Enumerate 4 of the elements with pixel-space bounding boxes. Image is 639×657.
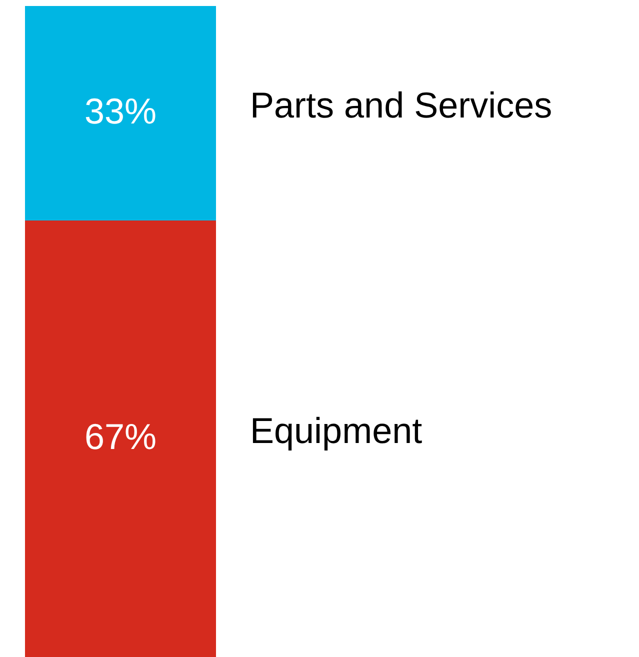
data-label: 33% [84, 90, 157, 132]
series-label: Equipment [250, 410, 422, 451]
series-label: Parts and Services [250, 84, 552, 126]
data-label: 67% [84, 416, 157, 457]
